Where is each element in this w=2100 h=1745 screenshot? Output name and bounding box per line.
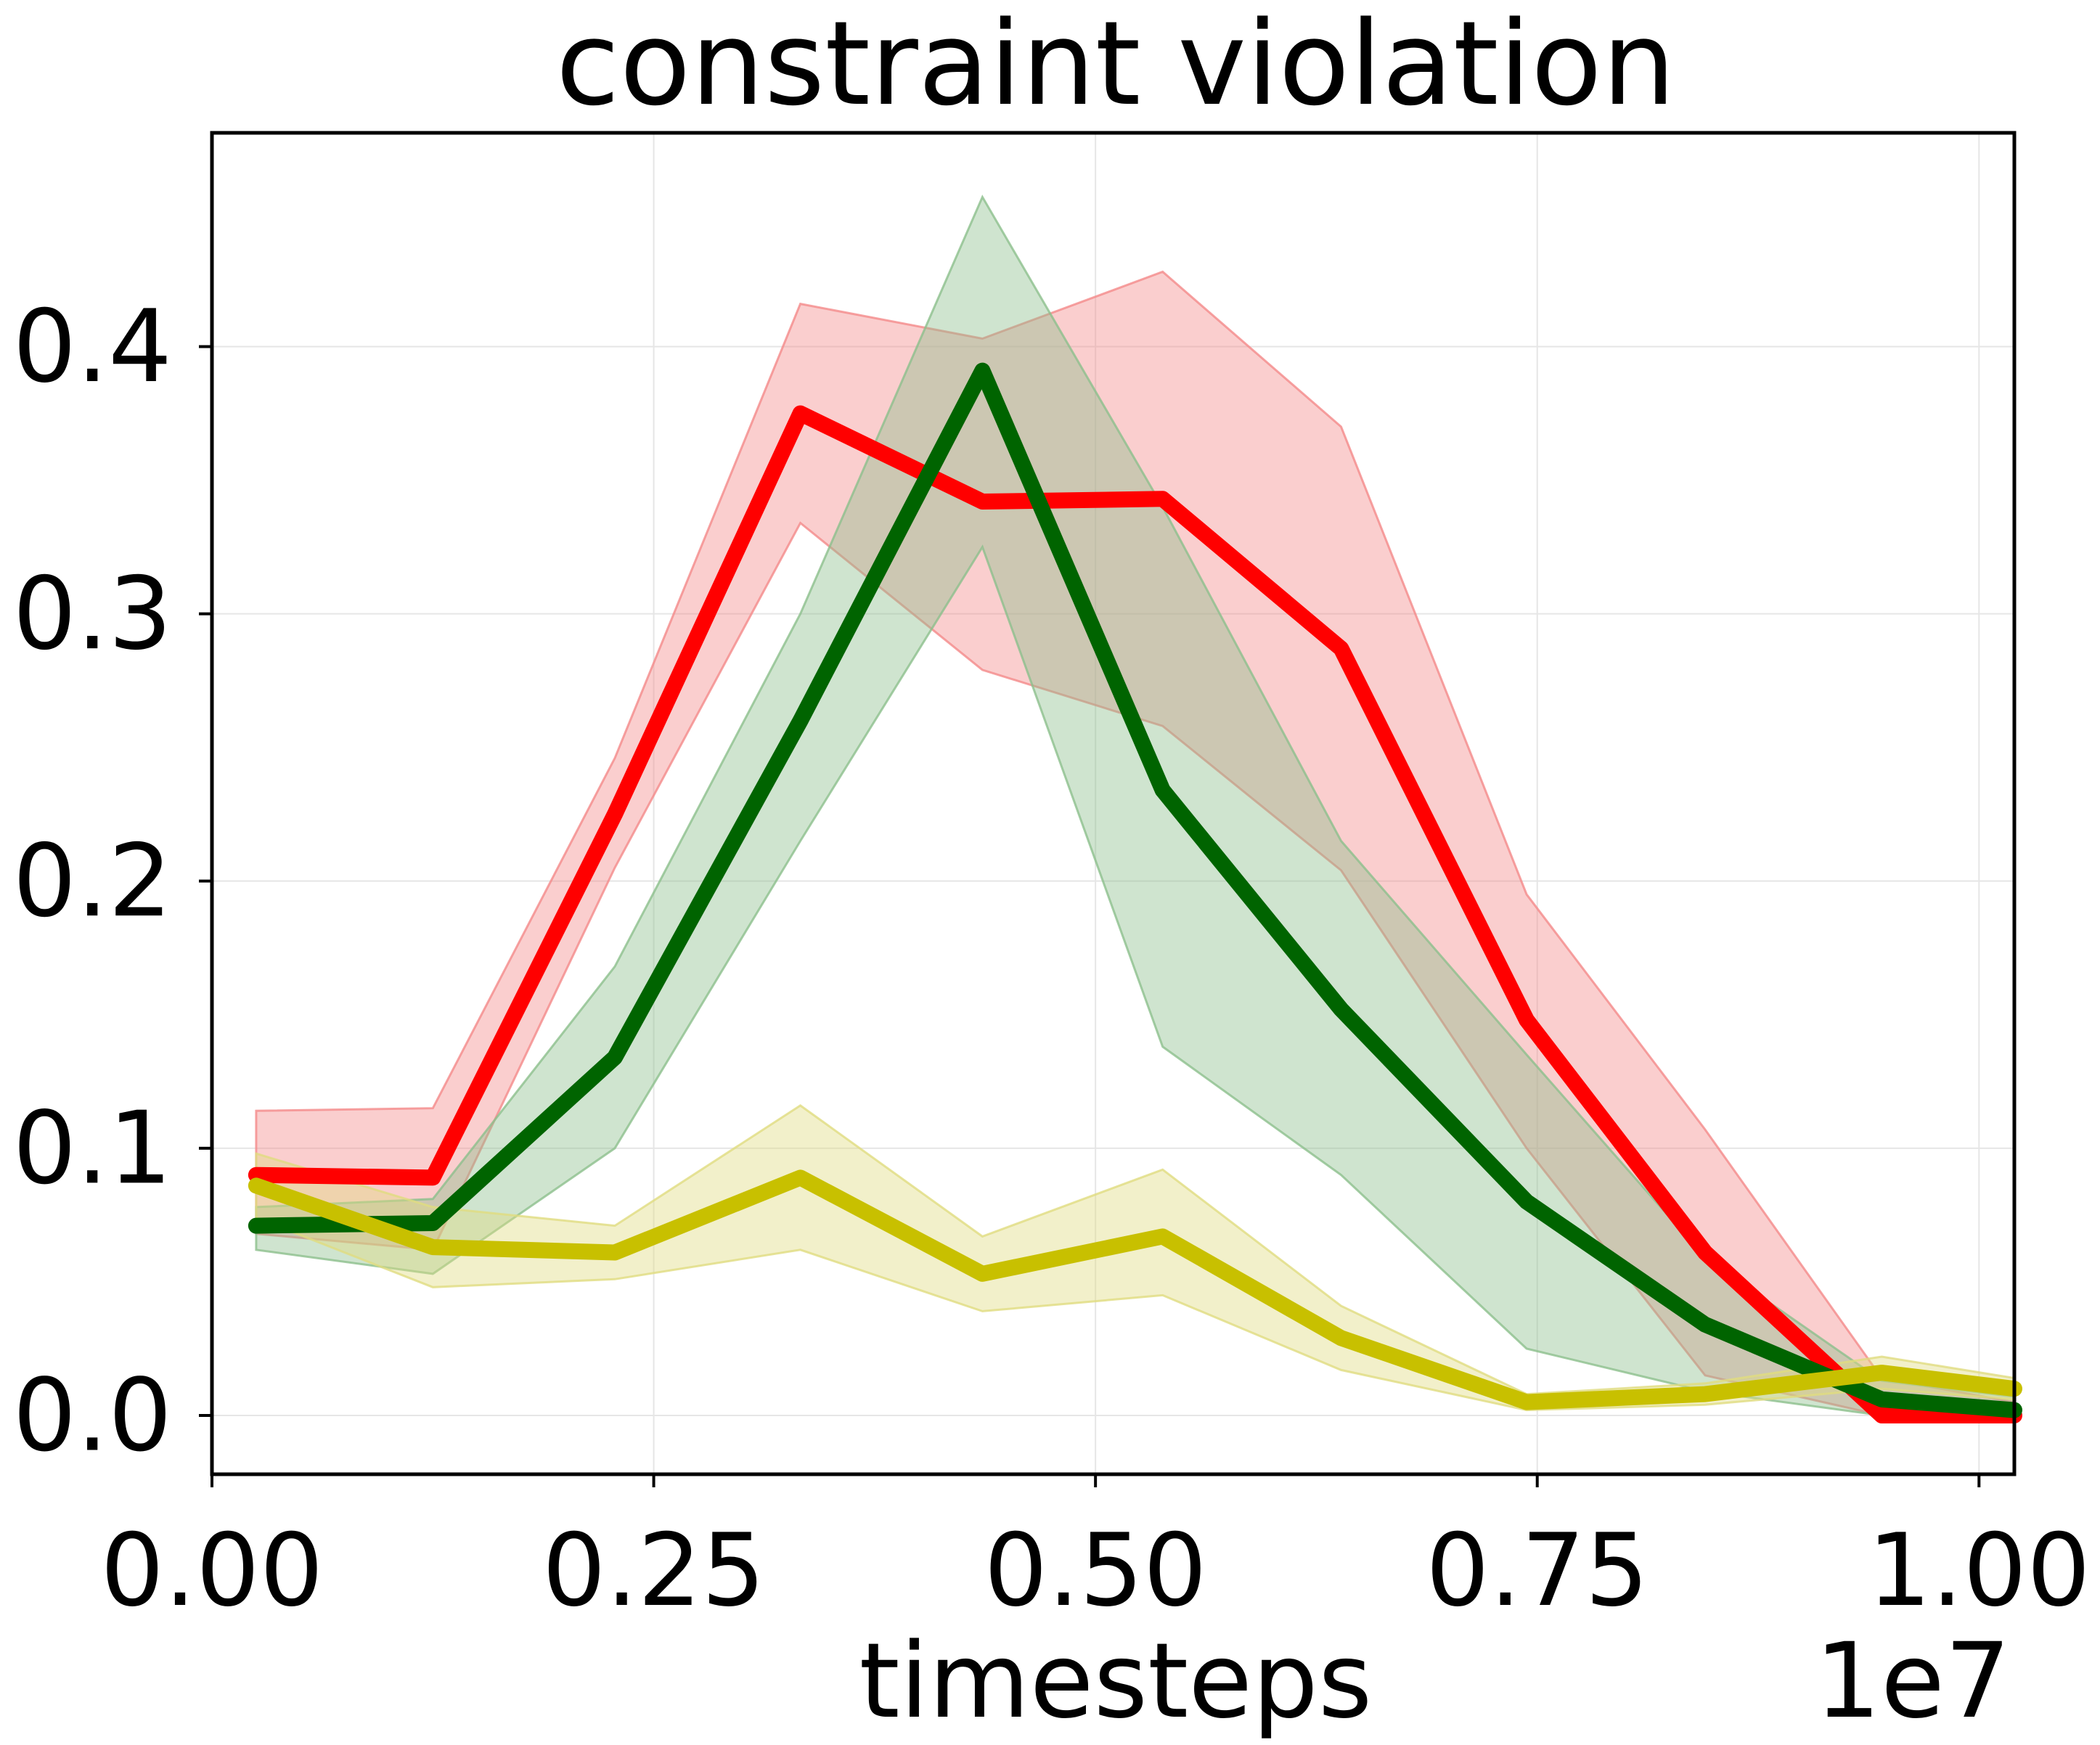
y-tick-label: 0.2 bbox=[13, 822, 172, 939]
y-axis: 0.0 0.1 0.2 0.3 0.4 bbox=[13, 288, 212, 1474]
x-tick-label: 1.00 bbox=[1868, 1512, 2091, 1629]
x-axis-offset-text: 1e7 bbox=[1815, 1620, 2011, 1741]
series-lines bbox=[248, 362, 2022, 1423]
plot-frame bbox=[210, 131, 2017, 1476]
x-tick-label: 0.50 bbox=[984, 1512, 1207, 1629]
y-tick-label: 0.1 bbox=[13, 1090, 172, 1206]
x-tick-label: 0.00 bbox=[100, 1512, 323, 1629]
x-tick-label: 0.75 bbox=[1426, 1512, 1648, 1629]
confidence-bands bbox=[255, 195, 2016, 1417]
chart-title: constraint violation bbox=[556, 0, 1676, 131]
line-series-2 bbox=[248, 362, 2022, 1418]
x-axis: 0.00 0.25 0.50 0.75 1.00 bbox=[100, 1474, 2091, 1629]
x-axis-label: timesteps bbox=[859, 1620, 1373, 1741]
line-series-1 bbox=[248, 405, 2022, 1423]
y-tick-label: 0.0 bbox=[13, 1357, 172, 1474]
y-tick-label: 0.3 bbox=[13, 555, 172, 672]
line-series-3 bbox=[248, 1169, 2022, 1410]
x-tick-label: 0.25 bbox=[542, 1512, 765, 1629]
y-tick-label: 0.4 bbox=[13, 288, 172, 405]
